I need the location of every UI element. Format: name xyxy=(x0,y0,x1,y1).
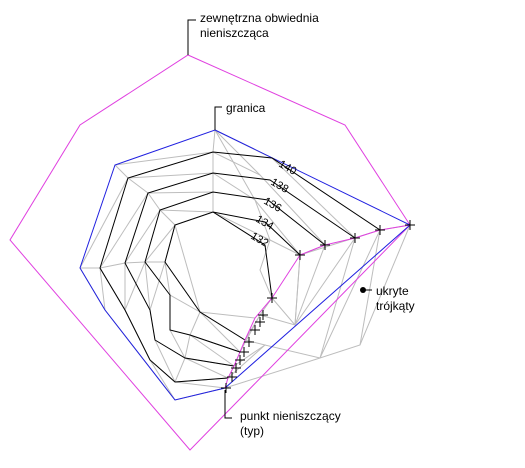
hidden-triangles-label-line1: ukryte xyxy=(376,284,409,298)
surface-boundary xyxy=(79,129,411,401)
outer-boundary-label-line1: zewnętrzna obwiednia xyxy=(200,11,319,25)
nondestructive-point-12 xyxy=(235,355,245,365)
nondestructive-point-4 xyxy=(320,240,330,250)
nondestructive-point-5 xyxy=(295,250,305,260)
nondestructive-point-10 xyxy=(244,337,254,347)
contour-label-134: 134 xyxy=(254,213,276,233)
nondestructive-point-markers xyxy=(221,220,415,393)
outer-boundary-label-line2: nieniszcząca xyxy=(200,26,269,40)
nondestructive-point-label-line2: (typ) xyxy=(240,424,264,438)
nondestructive-point-label-line1: punkt nieniszczący xyxy=(240,409,341,423)
contour-lines xyxy=(99,151,381,383)
nondestructive-point-2 xyxy=(375,225,385,235)
nondestructive-point-13 xyxy=(231,363,241,373)
contour-label-140: 140 xyxy=(277,158,299,178)
nondestructive-point-8 xyxy=(255,317,265,327)
nondestructive-point-6 xyxy=(267,293,277,303)
boundary-leader xyxy=(214,106,222,130)
contour-138 xyxy=(124,172,356,367)
nondestructive-point-3 xyxy=(350,233,360,243)
hidden-triangles-label-line2: trójkąty xyxy=(376,299,415,313)
nondestructive-point-1 xyxy=(405,220,415,230)
nondestructive-point-leader xyxy=(224,390,232,419)
outer-boundary-leader xyxy=(187,19,196,55)
nondestructive-point-11 xyxy=(239,347,249,357)
contour-label-138: 138 xyxy=(269,176,291,196)
nondestructive-point-14 xyxy=(227,372,237,382)
nondestructive-point-15 xyxy=(221,383,231,393)
contour-134 xyxy=(164,211,301,341)
hidden-triangles-dot xyxy=(360,287,366,293)
outer-nondestructive-boundary xyxy=(9,54,411,451)
contour-140 xyxy=(99,151,381,383)
nondestructive-point-9 xyxy=(250,325,260,335)
contour-136 xyxy=(144,191,326,353)
contour-132 xyxy=(212,211,273,299)
boundary-label: granica xyxy=(226,101,266,115)
nondestructive-point-7 xyxy=(258,310,268,320)
